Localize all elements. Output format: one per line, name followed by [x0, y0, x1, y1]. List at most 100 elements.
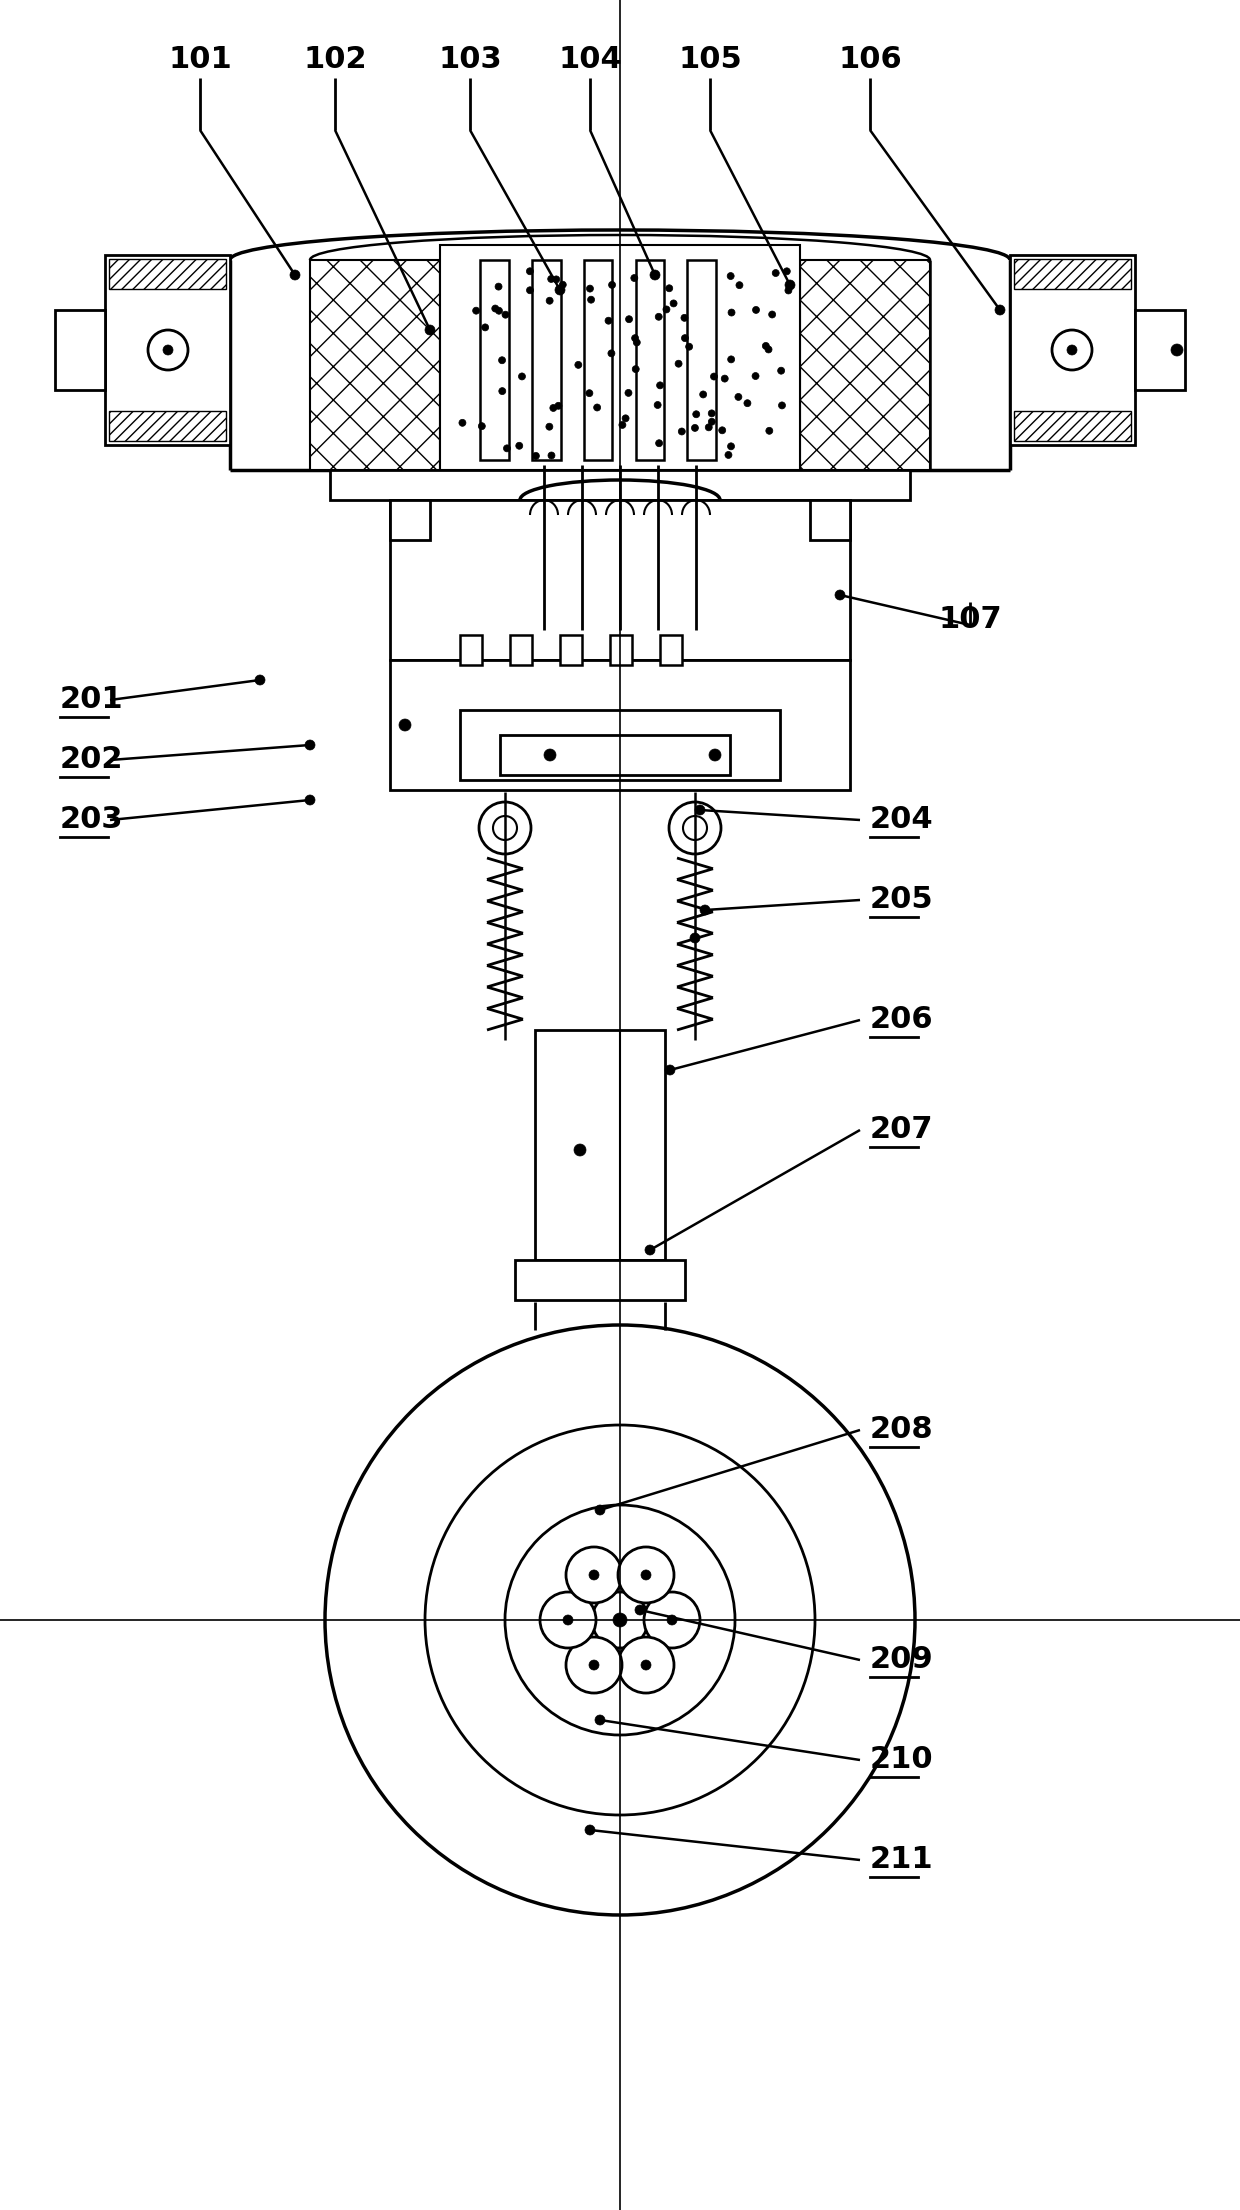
Circle shape — [553, 276, 559, 283]
Circle shape — [505, 1505, 735, 1735]
Circle shape — [666, 285, 673, 292]
Text: 103: 103 — [438, 46, 502, 75]
Bar — [660, 634, 682, 665]
Circle shape — [766, 427, 773, 435]
Circle shape — [618, 1638, 675, 1693]
Circle shape — [544, 749, 556, 760]
Circle shape — [706, 424, 712, 431]
Circle shape — [773, 270, 779, 276]
Circle shape — [425, 325, 435, 336]
Circle shape — [708, 418, 715, 424]
Circle shape — [608, 349, 615, 356]
Circle shape — [670, 301, 677, 307]
Circle shape — [563, 1616, 573, 1624]
Circle shape — [678, 429, 686, 435]
Circle shape — [565, 1638, 622, 1693]
Circle shape — [641, 1660, 651, 1671]
Circle shape — [785, 281, 795, 290]
Circle shape — [548, 276, 554, 283]
Circle shape — [641, 1569, 651, 1580]
Bar — [1014, 411, 1131, 442]
Circle shape — [556, 402, 562, 409]
Circle shape — [622, 415, 629, 422]
Circle shape — [728, 442, 734, 451]
Bar — [500, 736, 730, 776]
Circle shape — [655, 314, 662, 320]
Circle shape — [719, 427, 725, 433]
Circle shape — [625, 389, 632, 396]
Circle shape — [459, 420, 466, 427]
Circle shape — [492, 305, 498, 312]
Circle shape — [631, 274, 637, 281]
Text: 209: 209 — [870, 1646, 934, 1675]
Circle shape — [594, 404, 600, 411]
Text: 207: 207 — [870, 1116, 934, 1145]
Circle shape — [546, 422, 553, 431]
Circle shape — [657, 382, 663, 389]
Circle shape — [751, 373, 759, 380]
Circle shape — [663, 305, 670, 314]
Circle shape — [692, 424, 698, 431]
Circle shape — [255, 674, 265, 685]
Circle shape — [502, 312, 508, 318]
Circle shape — [735, 393, 742, 400]
Circle shape — [527, 267, 533, 274]
Circle shape — [722, 376, 728, 382]
Text: 202: 202 — [60, 745, 124, 774]
Circle shape — [496, 307, 502, 314]
Bar — [610, 634, 632, 665]
Circle shape — [777, 367, 785, 373]
Circle shape — [290, 270, 300, 281]
Circle shape — [625, 316, 632, 323]
Text: 104: 104 — [558, 46, 622, 75]
Circle shape — [765, 347, 773, 354]
Text: 205: 205 — [870, 886, 934, 915]
Circle shape — [693, 411, 699, 418]
Circle shape — [618, 1547, 675, 1602]
Circle shape — [635, 1604, 645, 1616]
Circle shape — [737, 281, 743, 290]
Circle shape — [785, 287, 792, 294]
Circle shape — [694, 804, 706, 815]
Circle shape — [644, 1591, 701, 1649]
Circle shape — [753, 307, 760, 314]
Circle shape — [565, 1547, 622, 1602]
Circle shape — [498, 387, 506, 396]
Circle shape — [683, 815, 707, 840]
Circle shape — [656, 440, 662, 446]
Circle shape — [587, 285, 594, 292]
Circle shape — [479, 802, 531, 853]
Circle shape — [472, 307, 480, 314]
Circle shape — [650, 270, 660, 281]
Circle shape — [305, 796, 315, 804]
Circle shape — [994, 305, 1004, 316]
Circle shape — [1052, 329, 1092, 369]
Circle shape — [769, 312, 776, 318]
Bar — [480, 261, 508, 460]
Bar — [810, 499, 849, 539]
Circle shape — [539, 1591, 596, 1649]
Bar — [532, 261, 560, 460]
Circle shape — [588, 296, 595, 303]
Circle shape — [399, 718, 410, 732]
Circle shape — [532, 453, 539, 460]
Bar — [1011, 254, 1135, 444]
Bar — [391, 661, 849, 789]
Circle shape — [681, 314, 688, 320]
Bar — [460, 634, 482, 665]
Circle shape — [708, 409, 715, 418]
Text: 210: 210 — [870, 1746, 934, 1775]
Bar — [534, 1030, 665, 1260]
Circle shape — [701, 906, 711, 915]
Circle shape — [728, 356, 734, 362]
Circle shape — [613, 1613, 627, 1627]
Circle shape — [556, 285, 565, 294]
Bar — [800, 261, 930, 471]
Circle shape — [667, 1616, 677, 1624]
Circle shape — [645, 1244, 655, 1255]
Circle shape — [784, 267, 790, 274]
Bar — [636, 261, 663, 460]
Circle shape — [1171, 345, 1183, 356]
Bar — [1135, 309, 1185, 389]
Circle shape — [711, 373, 718, 380]
